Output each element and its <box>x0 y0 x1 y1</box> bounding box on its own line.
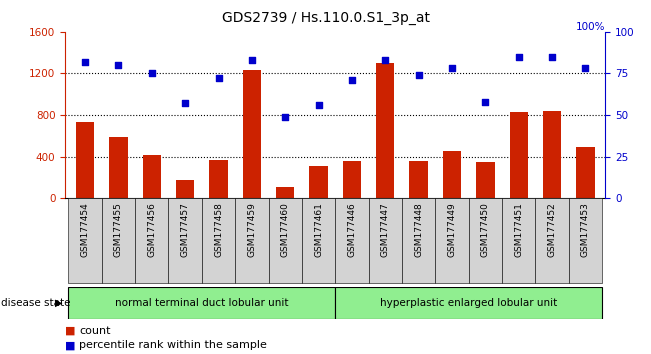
Bar <box>469 198 502 283</box>
Bar <box>68 198 102 283</box>
Bar <box>576 147 594 198</box>
Bar <box>510 112 528 198</box>
Bar <box>109 137 128 198</box>
Text: 100%: 100% <box>576 22 605 32</box>
Bar <box>169 198 202 283</box>
Text: GSM177459: GSM177459 <box>247 202 256 257</box>
Text: GSM177451: GSM177451 <box>514 202 523 257</box>
Point <box>113 62 124 68</box>
Bar <box>269 198 302 283</box>
Bar <box>409 161 428 198</box>
Text: GSM177458: GSM177458 <box>214 202 223 257</box>
Bar <box>302 198 335 283</box>
Point <box>247 57 257 63</box>
Text: disease state: disease state <box>1 298 71 308</box>
Text: GSM177461: GSM177461 <box>314 202 323 257</box>
Text: GSM177456: GSM177456 <box>147 202 156 257</box>
Bar <box>535 198 569 283</box>
Text: GSM177452: GSM177452 <box>547 202 557 257</box>
Point <box>480 99 491 104</box>
Bar <box>176 179 195 198</box>
Text: hyperplastic enlarged lobular unit: hyperplastic enlarged lobular unit <box>380 298 557 308</box>
Bar <box>143 155 161 198</box>
Bar <box>202 198 235 283</box>
Bar <box>502 198 535 283</box>
Text: GSM177448: GSM177448 <box>414 202 423 257</box>
Point <box>80 59 90 65</box>
Text: GSM177455: GSM177455 <box>114 202 123 257</box>
Text: percentile rank within the sample: percentile rank within the sample <box>79 340 268 350</box>
Text: GSM177447: GSM177447 <box>381 202 390 257</box>
Bar <box>235 198 269 283</box>
Text: ▶: ▶ <box>55 298 63 308</box>
Bar <box>569 198 602 283</box>
Text: GSM177449: GSM177449 <box>447 202 456 257</box>
Bar <box>476 162 495 198</box>
Bar <box>309 166 327 198</box>
Text: ■: ■ <box>65 326 76 336</box>
Text: normal terminal duct lobular unit: normal terminal duct lobular unit <box>115 298 288 308</box>
Bar <box>76 122 94 198</box>
Point <box>580 65 590 71</box>
Bar <box>368 198 402 283</box>
Text: GDS2739 / Hs.110.0.S1_3p_at: GDS2739 / Hs.110.0.S1_3p_at <box>221 11 430 25</box>
Point <box>347 77 357 83</box>
Text: GSM177450: GSM177450 <box>481 202 490 257</box>
Bar <box>243 70 261 198</box>
Point <box>514 54 524 59</box>
Text: count: count <box>79 326 111 336</box>
Text: GSM177457: GSM177457 <box>181 202 189 257</box>
Bar <box>376 63 395 198</box>
Bar <box>335 287 602 319</box>
Bar <box>402 198 436 283</box>
Bar <box>343 161 361 198</box>
Bar <box>543 111 561 198</box>
Bar <box>68 287 335 319</box>
Text: GSM177460: GSM177460 <box>281 202 290 257</box>
Point <box>280 114 290 120</box>
Text: GSM177446: GSM177446 <box>348 202 357 257</box>
Bar <box>276 187 294 198</box>
Point <box>447 65 457 71</box>
Point <box>313 102 324 108</box>
Point <box>380 57 391 63</box>
Bar <box>335 198 368 283</box>
Bar <box>443 152 461 198</box>
Bar <box>210 160 228 198</box>
Point <box>413 72 424 78</box>
Text: ■: ■ <box>65 340 76 350</box>
Point <box>146 71 157 76</box>
Bar <box>102 198 135 283</box>
Text: GSM177453: GSM177453 <box>581 202 590 257</box>
Bar <box>135 198 169 283</box>
Point <box>547 54 557 59</box>
Point <box>180 101 190 106</box>
Text: GSM177454: GSM177454 <box>81 202 90 257</box>
Bar <box>436 198 469 283</box>
Point <box>214 76 224 81</box>
